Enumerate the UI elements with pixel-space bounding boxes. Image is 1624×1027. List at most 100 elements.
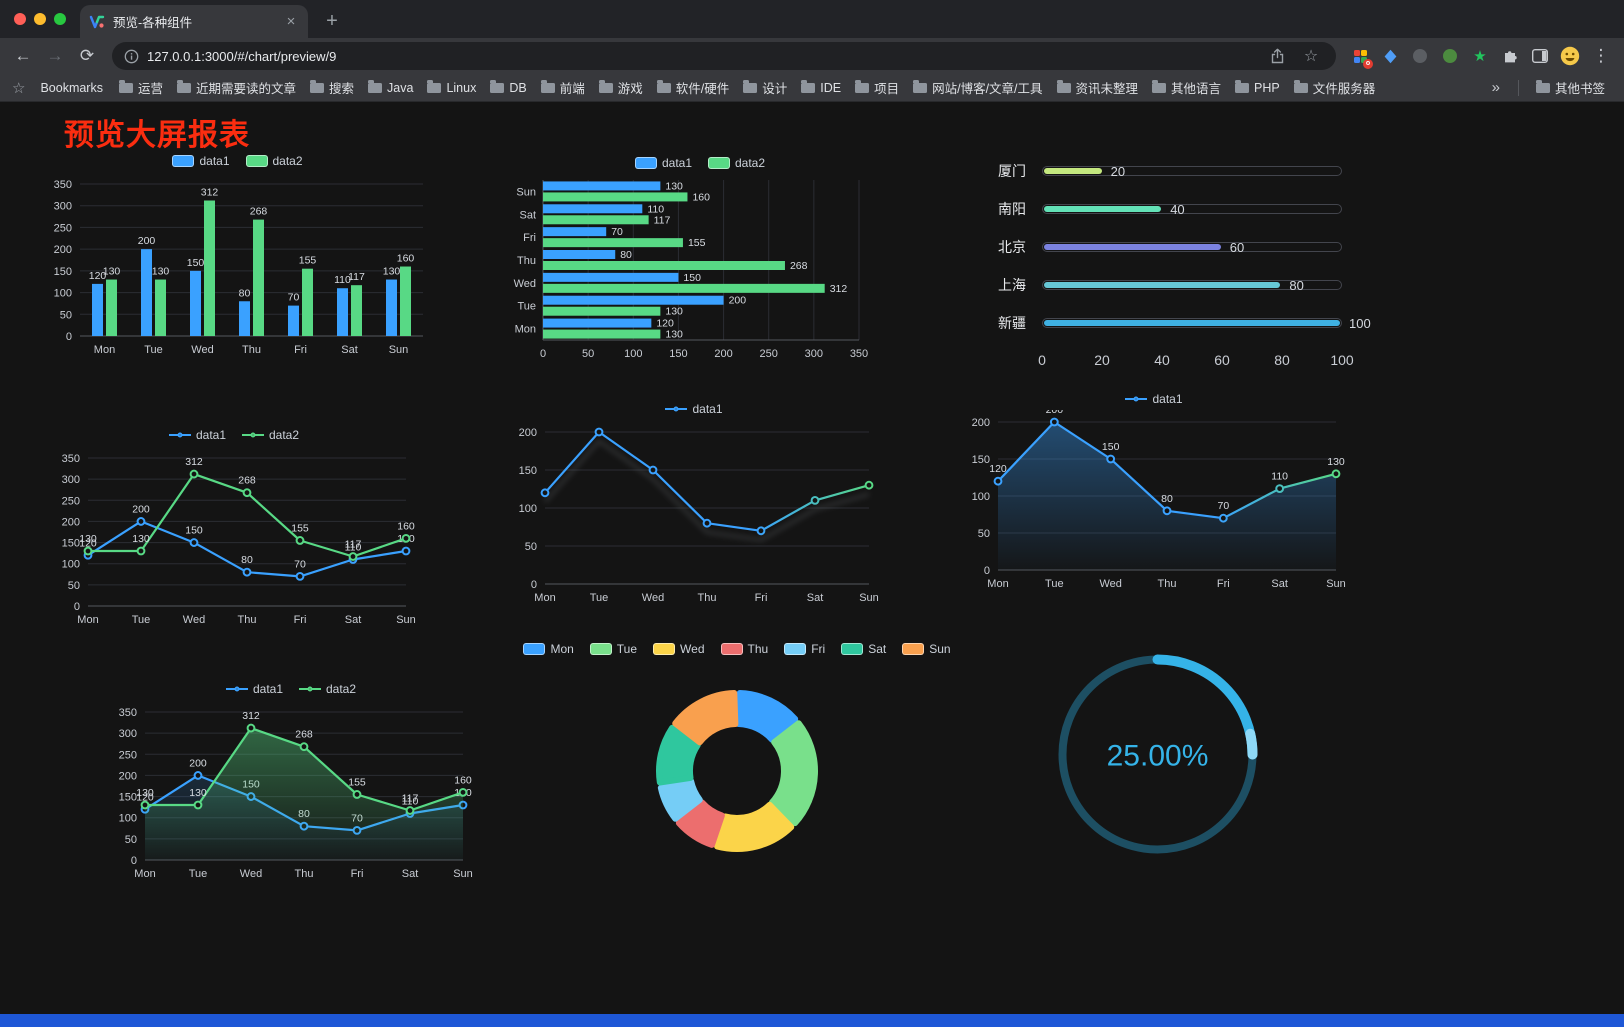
- grouped-bar-chart: data1 data2 0 50 100 150 200 250 300 350 Mon Tue We…: [40, 150, 435, 362]
- bookmark-folder[interactable]: 近期需要读的文章: [170, 75, 303, 100]
- legend-item[interactable]: Wed: [653, 642, 705, 656]
- legend-item[interactable]: Tue: [589, 642, 637, 656]
- minimize-window-button[interactable]: [34, 13, 46, 25]
- svg-text:Tue: Tue: [132, 614, 151, 626]
- bookmarks-star-icon: ☆: [12, 79, 26, 97]
- extension-star-icon[interactable]: ★: [1473, 48, 1487, 65]
- svg-text:120: 120: [136, 791, 154, 803]
- bookmark-folder[interactable]: DB: [483, 78, 533, 98]
- svg-text:50: 50: [125, 834, 137, 846]
- legend-label: data1: [661, 156, 692, 170]
- legend-item[interactable]: data2: [708, 156, 765, 170]
- bookmark-star-icon[interactable]: ☆: [1303, 48, 1319, 65]
- bookmarks-overflow-chevron-icon[interactable]: »: [1491, 79, 1500, 96]
- svg-text:Wed: Wed: [514, 278, 536, 290]
- legend-marker-icon: [708, 157, 730, 169]
- profile-avatar[interactable]: [1556, 42, 1584, 70]
- legend-marker-icon: [589, 643, 612, 655]
- legend-item[interactable]: data2: [245, 154, 303, 168]
- zoom-window-button[interactable]: [54, 13, 66, 25]
- bookmark-folder[interactable]: 网站/博客/文章/工具: [906, 75, 1049, 100]
- svg-text:Fri: Fri: [351, 868, 364, 880]
- legend-item[interactable]: Fri: [784, 642, 825, 656]
- browser-tab[interactable]: 预览-各种组件 ×: [80, 5, 308, 38]
- legend-item[interactable]: data1: [172, 154, 230, 168]
- url-text[interactable]: 127.0.0.1:3000/#/chart/preview/9: [147, 48, 337, 64]
- share-icon[interactable]: [1264, 43, 1290, 69]
- address-bar[interactable]: 127.0.0.1:3000/#/chart/preview/9 ☆: [112, 42, 1336, 70]
- bookmark-folder[interactable]: 项目: [848, 75, 906, 100]
- tab-close-icon[interactable]: ×: [286, 13, 296, 30]
- progress-row: 厦门 20: [998, 162, 1370, 180]
- extensions-puzzle-icon[interactable]: [1496, 42, 1524, 70]
- svg-text:Tue: Tue: [590, 592, 609, 604]
- bookmark-folder[interactable]: 其他语言: [1145, 75, 1228, 100]
- svg-text:Wed: Wed: [642, 592, 664, 604]
- bookmark-folder[interactable]: 资讯未整理: [1050, 75, 1146, 100]
- site-info-icon[interactable]: [124, 49, 139, 64]
- folder-icon: [177, 79, 191, 93]
- new-tab-button[interactable]: +: [326, 10, 338, 32]
- grouped-bar-chart-canvas: 0 50 100 150 200 250 300 350 Mon Tue Wed Thu Fri Sat S…: [54, 179, 423, 356]
- bookmark-label: 近期需要读的文章: [196, 82, 297, 96]
- legend-item[interactable]: Sun: [902, 642, 951, 656]
- legend-label: data1: [195, 428, 226, 442]
- close-window-button[interactable]: [14, 13, 26, 25]
- legend-item[interactable]: data1: [225, 682, 283, 696]
- legend-item[interactable]: data2: [299, 682, 356, 696]
- bookmark-folder[interactable]: PHP: [1228, 78, 1287, 98]
- extension-dark-circle-icon[interactable]: [1406, 42, 1434, 70]
- svg-text:Mon: Mon: [534, 592, 555, 604]
- svg-text:110: 110: [647, 203, 664, 215]
- bookmark-label: 搜索: [329, 82, 355, 96]
- extension-green-circle-icon[interactable]: [1436, 42, 1464, 70]
- bookmark-folder[interactable]: 运营: [112, 75, 170, 100]
- menu-icon[interactable]: ⋮: [1592, 46, 1610, 65]
- svg-text:0: 0: [66, 331, 72, 343]
- folder-icon: [913, 79, 928, 93]
- svg-text:Mon: Mon: [77, 614, 98, 626]
- bookmark-folder[interactable]: IDE: [794, 78, 848, 98]
- side-panel-icon[interactable]: [1526, 42, 1554, 70]
- reload-icon[interactable]: ⟳: [79, 46, 95, 65]
- svg-text:312: 312: [185, 456, 203, 468]
- bookmark-label: 运营: [137, 82, 163, 96]
- dual-area-line-chart: data1 data2 0 50 100 150 200 250 300 350 Mon Tue We…: [105, 678, 477, 886]
- legend-item[interactable]: data1: [665, 402, 723, 416]
- bookmark-folder[interactable]: 游戏: [592, 75, 650, 100]
- other-bookmarks-folder[interactable]: 其他书签: [1529, 75, 1612, 100]
- bookmark-folder[interactable]: 设计: [736, 75, 794, 100]
- legend-item[interactable]: Sat: [841, 642, 886, 656]
- legend-item[interactable]: data1: [168, 428, 226, 442]
- extension-pin-icon[interactable]: [1376, 42, 1404, 70]
- bookmark-folder[interactable]: 文件服务器: [1287, 75, 1383, 100]
- legend-item[interactable]: data1: [634, 156, 692, 170]
- bookmark-folder[interactable]: 前端: [534, 75, 592, 100]
- bookmark-label: 项目: [874, 82, 900, 96]
- extension-palette-icon[interactable]: o: [1346, 42, 1374, 70]
- bookmarks-root[interactable]: Bookmarks: [33, 78, 110, 98]
- forward-icon[interactable]: →: [46, 46, 64, 65]
- svg-text:Sun: Sun: [453, 868, 473, 880]
- back-icon[interactable]: ←: [14, 46, 32, 65]
- svg-text:300: 300: [119, 728, 137, 740]
- progress-track: 80: [1042, 278, 1342, 293]
- bookmark-folder[interactable]: 软件/硬件: [650, 75, 736, 100]
- legend-item[interactable]: data2: [242, 428, 299, 442]
- svg-text:Sun: Sun: [389, 344, 409, 356]
- folder-icon: [598, 79, 613, 93]
- bookmark-folder[interactable]: Linux: [420, 78, 483, 98]
- svg-text:130: 130: [152, 266, 170, 278]
- bookmarks-list: 运营 近期需要读的文章 搜索 Java Linux DB 前端 游戏 软件/硬件 设计 IDE 项目 网…: [112, 75, 1382, 100]
- progress-fill: [1044, 320, 1340, 326]
- legend-item[interactable]: Thu: [720, 642, 768, 656]
- svg-text:Thu: Thu: [238, 614, 257, 626]
- progress-row: 上海 80: [998, 276, 1370, 294]
- legend-item[interactable]: data1: [1125, 392, 1183, 406]
- svg-text:Sat: Sat: [341, 344, 358, 356]
- svg-text:250: 250: [119, 749, 137, 761]
- bookmark-folder[interactable]: Java: [361, 78, 420, 98]
- bookmarks-divider: [1517, 79, 1519, 96]
- legend-item[interactable]: Mon: [523, 642, 574, 656]
- bookmark-folder[interactable]: 搜索: [303, 75, 361, 100]
